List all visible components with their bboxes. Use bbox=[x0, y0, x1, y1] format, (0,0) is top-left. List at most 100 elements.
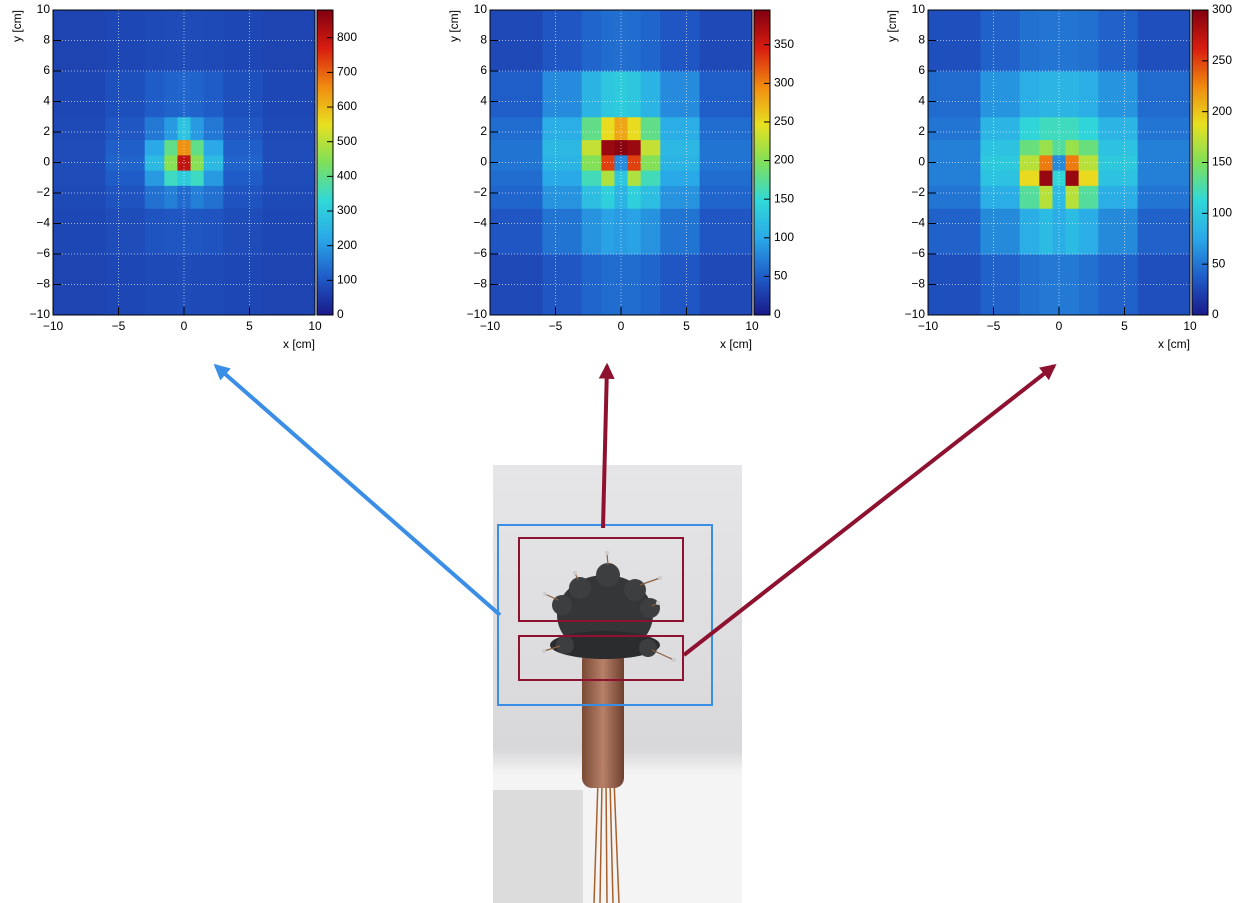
heatmap-cell bbox=[191, 170, 205, 186]
heatmap-cell bbox=[542, 71, 582, 117]
heatmap-cell bbox=[145, 170, 165, 186]
heatmap-cell bbox=[1079, 185, 1099, 208]
heatmap-cell bbox=[177, 140, 191, 156]
colorbar-tick-label: 500 bbox=[337, 134, 357, 148]
heatmap-cell bbox=[490, 170, 543, 186]
heatmap-cell bbox=[1066, 170, 1080, 186]
heatmap-cell bbox=[223, 185, 263, 208]
heatmap-cell bbox=[601, 155, 615, 171]
heatmap-cell bbox=[1079, 208, 1099, 254]
heatmap-cell bbox=[490, 117, 543, 140]
heatmap-cell bbox=[105, 117, 145, 140]
y-tick-label: 4 bbox=[918, 94, 925, 108]
heatmap-cell bbox=[263, 71, 316, 117]
colorbar-tick-label: 200 bbox=[1212, 104, 1232, 118]
colorbar-tick-label: 600 bbox=[337, 99, 357, 113]
heatmap-cell bbox=[1020, 170, 1040, 186]
heatmap-cell bbox=[582, 140, 602, 156]
colorbar-tick-label: 400 bbox=[337, 169, 357, 183]
heatmap-cell bbox=[1039, 185, 1053, 208]
page: −10−50510−10−8−6−4−20246810x [cm]y [cm]0… bbox=[0, 0, 1239, 903]
heatmap-cell bbox=[1066, 140, 1080, 156]
heatmap-cell bbox=[660, 140, 700, 156]
heatmap-cell bbox=[601, 117, 615, 140]
heatmap-cell bbox=[928, 117, 981, 140]
y-tick-label: −4 bbox=[473, 216, 487, 230]
y-tick-label: −8 bbox=[473, 277, 487, 291]
heatmap-cell bbox=[700, 71, 753, 117]
y-tick-label: −8 bbox=[36, 277, 50, 291]
heatmap-cell bbox=[1079, 117, 1099, 140]
x-tick-label: 0 bbox=[1056, 319, 1063, 333]
heatmap-cell bbox=[582, 185, 602, 208]
colorbar-tick-label: 700 bbox=[337, 65, 357, 79]
heatmap-cell bbox=[1098, 117, 1138, 140]
x-tick-label: −10 bbox=[480, 319, 501, 333]
heatmap-cell bbox=[164, 10, 178, 72]
x-tick-label: 5 bbox=[1121, 319, 1128, 333]
x-axis-label: x [cm] bbox=[720, 337, 752, 351]
heatmap-cell bbox=[223, 208, 263, 254]
colorbar-tick-label: 50 bbox=[1212, 256, 1226, 270]
colorbar-tick-label: 0 bbox=[774, 307, 781, 321]
colorbar-tick-label: 0 bbox=[337, 307, 344, 321]
y-tick-label: −2 bbox=[911, 185, 925, 199]
y-tick-label: 2 bbox=[43, 124, 50, 138]
heatmap-cell bbox=[223, 117, 263, 140]
heatmap-cell bbox=[1138, 208, 1191, 254]
heatmap-cell bbox=[582, 71, 602, 117]
x-tick-label: 10 bbox=[308, 319, 322, 333]
heatmap-cell bbox=[601, 254, 615, 316]
heatmap-cell bbox=[490, 208, 543, 254]
heatmap-cell bbox=[1020, 71, 1040, 117]
heatmap-cell bbox=[542, 140, 582, 156]
heatmap-cell bbox=[191, 71, 205, 117]
heatmap-cell bbox=[53, 185, 106, 208]
heatmap-cell bbox=[980, 71, 1020, 117]
colorbar-tick-label: 100 bbox=[774, 230, 794, 244]
colorbar-tick-label: 250 bbox=[1212, 53, 1232, 67]
heatmap-cell bbox=[1098, 140, 1138, 156]
x-axis-label: x [cm] bbox=[283, 337, 315, 351]
heatmap-cell bbox=[700, 185, 753, 208]
colorbar-tick-label: 200 bbox=[337, 238, 357, 252]
heatmap-cell bbox=[1138, 10, 1191, 72]
heatmap-cell bbox=[164, 71, 178, 117]
heatmap-cell bbox=[928, 140, 981, 156]
colorbar-tick-label: 300 bbox=[337, 203, 357, 217]
heatmap-cell bbox=[628, 71, 642, 117]
x-tick-label: 10 bbox=[745, 319, 759, 333]
y-tick-label: 0 bbox=[480, 155, 487, 169]
heatmap-cell bbox=[223, 170, 263, 186]
heatmap-cell bbox=[204, 185, 224, 208]
heatmap-cell bbox=[700, 10, 753, 72]
heatmap-cell bbox=[601, 170, 615, 186]
heatmap-cell bbox=[53, 117, 106, 140]
y-axis-label: y [cm] bbox=[447, 10, 461, 42]
heatmap-cell bbox=[928, 170, 981, 186]
heatmap-cell bbox=[980, 170, 1020, 186]
y-tick-label: −4 bbox=[911, 216, 925, 230]
heatmap-cell bbox=[980, 140, 1020, 156]
heatmap-cell bbox=[490, 185, 543, 208]
heatmap-cell bbox=[145, 140, 165, 156]
heatmap-cell bbox=[204, 140, 224, 156]
colorbar-tick-label: 300 bbox=[1212, 2, 1232, 16]
heatmap-cell bbox=[145, 208, 165, 254]
heatmap-cell bbox=[1020, 117, 1040, 140]
heatmap-cell bbox=[204, 208, 224, 254]
heatmap-cell bbox=[1079, 71, 1099, 117]
colorbar-tick-label: 300 bbox=[774, 76, 794, 90]
y-tick-label: 10 bbox=[474, 2, 488, 16]
heatmap-cell bbox=[1039, 155, 1053, 171]
heatmap-cell bbox=[1098, 208, 1138, 254]
heatmap-cell bbox=[164, 140, 178, 156]
heatmap-cell bbox=[601, 10, 615, 72]
y-tick-label: −6 bbox=[473, 246, 487, 260]
y-tick-label: 8 bbox=[480, 33, 487, 47]
y-tick-label: −10 bbox=[30, 307, 51, 321]
heatmap-cell bbox=[164, 117, 178, 140]
heatmap-cell bbox=[601, 208, 615, 254]
colorbar-tick-label: 100 bbox=[1212, 206, 1232, 220]
